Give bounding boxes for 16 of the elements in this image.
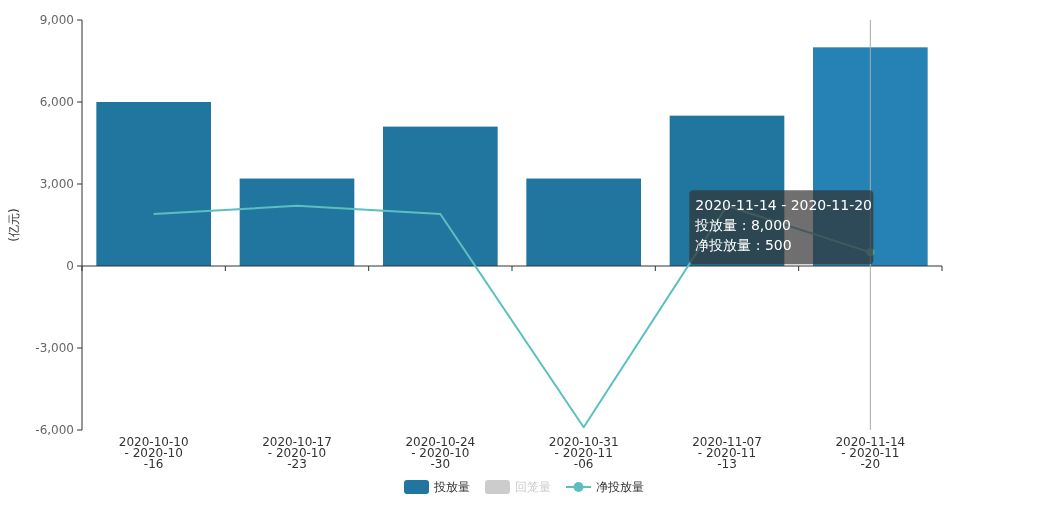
x-tick-label: 2020-10-31 - 2020-11 -06 <box>548 435 619 471</box>
x-tick-label: 2020-11-07 - 2020-11 -13 <box>692 435 762 471</box>
x-tick-label: 2020-10-17 - 2020-10 -23 <box>262 435 332 471</box>
y-tick-label: -6,000 <box>35 423 74 437</box>
x-tick-label: 2020-10-10 - 2020-10 -16 <box>118 435 189 471</box>
x-tick-label: 2020-10-24 - 2020-10 -30 <box>405 435 476 471</box>
legend-label: 净投放量 <box>596 480 644 494</box>
y-tick-label: 6,000 <box>39 95 74 109</box>
y-tick-label: 9,000 <box>39 13 74 27</box>
y-tick-label: 3,000 <box>39 177 74 191</box>
y-axis-title: (亿元) <box>7 208 21 242</box>
x-tick-label: 2020-11-14 - 2020-11 -20 <box>835 435 906 471</box>
annotation: 2020-11-14 - 2020-11-20 投放量 : 8,000 净投放量 : 500 <box>694 197 873 254</box>
y-tick-label: -3,000 <box>35 341 74 355</box>
y-tick-label: 0 <box>66 259 74 273</box>
legend-label: 投放量 <box>433 480 470 494</box>
